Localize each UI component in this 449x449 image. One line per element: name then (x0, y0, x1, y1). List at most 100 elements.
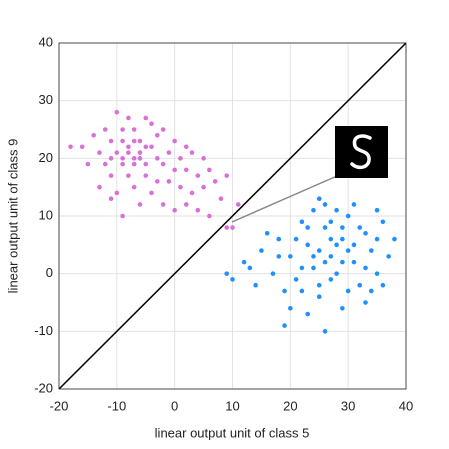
x-tick-label: 20 (283, 398, 297, 413)
point (79, 144, 85, 150)
point (143, 115, 149, 121)
point (166, 179, 172, 184)
point (334, 271, 339, 276)
diagonal-line (58, 42, 407, 390)
point (108, 173, 114, 178)
point (149, 121, 154, 127)
point (230, 277, 235, 282)
point (126, 173, 131, 178)
point (143, 144, 149, 150)
point (160, 127, 166, 132)
x-tick-label: -20 (50, 398, 69, 413)
point (374, 236, 380, 242)
point (369, 248, 374, 253)
point (102, 127, 108, 132)
point (172, 138, 177, 144)
point (241, 259, 247, 265)
point (276, 254, 282, 259)
point (305, 225, 310, 230)
point (137, 150, 143, 155)
x-tick-label: 40 (399, 398, 413, 413)
point (328, 254, 334, 259)
point (102, 161, 108, 167)
point (293, 236, 299, 242)
point (201, 184, 206, 190)
point (230, 225, 235, 230)
point (247, 265, 253, 271)
point (207, 167, 212, 173)
point (160, 202, 166, 207)
point (235, 202, 241, 207)
point (131, 127, 137, 132)
point (108, 138, 114, 144)
point (340, 225, 345, 230)
point (108, 156, 114, 161)
point (305, 311, 310, 317)
point (357, 282, 363, 288)
point (155, 156, 160, 161)
point (345, 248, 351, 253)
point (143, 161, 149, 167)
y-tick-label: -20 (34, 380, 53, 395)
point (363, 300, 368, 305)
point (340, 236, 345, 242)
point (380, 219, 386, 225)
point (178, 184, 183, 190)
point (316, 282, 322, 288)
plot (58, 42, 407, 390)
point (91, 132, 96, 138)
point (311, 265, 316, 271)
point (137, 202, 143, 207)
point (276, 236, 282, 242)
point (322, 329, 328, 334)
point (183, 202, 189, 207)
point (282, 323, 287, 328)
point (131, 156, 137, 161)
point (212, 179, 218, 184)
point (97, 150, 102, 155)
point (374, 207, 380, 213)
point (183, 144, 189, 150)
point (160, 161, 166, 167)
point (137, 138, 143, 144)
point (131, 184, 137, 190)
point (224, 225, 230, 230)
y-tick-label: 10 (39, 207, 53, 222)
point (305, 242, 310, 248)
point (345, 213, 351, 219)
point (149, 144, 154, 150)
point (369, 288, 374, 294)
point (120, 127, 125, 132)
point (172, 167, 177, 173)
point (253, 282, 258, 288)
point (126, 115, 131, 121)
point (172, 207, 177, 213)
point (126, 150, 131, 155)
point (114, 190, 120, 196)
point (299, 219, 305, 225)
point (189, 150, 195, 155)
annotation-connector (231, 175, 338, 223)
digit-inset (335, 126, 388, 178)
y-tick-label: 0 (46, 265, 53, 280)
point (189, 190, 195, 196)
y-tick-label: 30 (39, 92, 53, 107)
point (166, 150, 172, 155)
point (328, 277, 334, 282)
point (351, 259, 357, 265)
point (137, 156, 143, 161)
point (363, 265, 368, 271)
point (328, 236, 334, 242)
point (120, 213, 125, 219)
point (316, 248, 322, 253)
point (380, 282, 386, 288)
point (288, 305, 293, 311)
point (149, 190, 154, 196)
point (351, 202, 357, 207)
point (68, 144, 73, 150)
point (357, 225, 363, 230)
point (131, 138, 137, 144)
point (363, 231, 368, 236)
point (311, 207, 316, 213)
